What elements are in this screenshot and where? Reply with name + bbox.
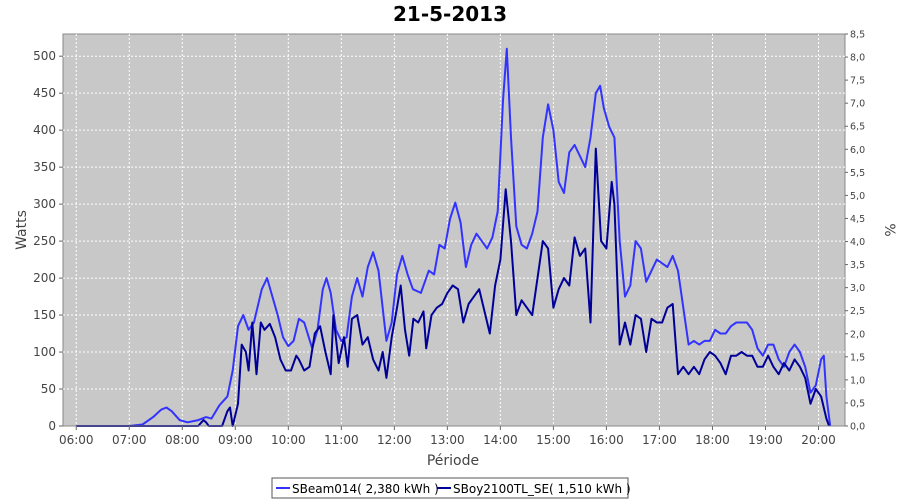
right-axis-label: % — [881, 223, 897, 236]
y-tick-label: 200 — [33, 271, 56, 285]
y-tick-label: 400 — [33, 123, 56, 137]
right-tick-label: 6,5 — [850, 122, 865, 133]
right-tick-label: 6,0 — [850, 145, 865, 156]
series-line-sboy — [76, 147, 831, 427]
x-tick-label: 17:00 — [642, 433, 677, 447]
series-line-sbeam — [76, 47, 832, 427]
plot-area — [62, 33, 846, 427]
x-tick-label: 14:00 — [483, 433, 518, 447]
y-tick-label: 50 — [41, 382, 56, 396]
x-tick-label: 20:00 — [801, 433, 836, 447]
y-axis-ticks: 0 50 100 150 200 250 300 350 400 450 500 — [33, 49, 63, 433]
x-tick-label: 13:00 — [430, 433, 465, 447]
x-tick-label: 11:00 — [324, 433, 359, 447]
right-tick-label: 5,0 — [850, 191, 865, 202]
series-lines — [76, 47, 832, 427]
x-tick-label: 12:00 — [377, 433, 412, 447]
right-tick-label: 7,5 — [850, 76, 865, 87]
right-tick-label: 0,0 — [850, 422, 865, 433]
x-tick-label: 07:00 — [112, 433, 147, 447]
y-tick-label: 150 — [33, 308, 56, 322]
right-tick-label: 3,0 — [850, 283, 865, 294]
right-tick-label: 4,5 — [850, 214, 865, 225]
legend: SBeam014( 2,380 kWh ) SBoy2100TL_SE( 1,5… — [271, 477, 631, 499]
right-tick-label: 0,5 — [850, 398, 865, 409]
y-tick-label: 350 — [33, 160, 56, 174]
legend-label-sbeam: SBeam014( 2,380 kWh ) — [292, 482, 439, 496]
right-tick-label: 8,5 — [850, 30, 865, 41]
y-tick-label: 0 — [48, 419, 56, 433]
legend-label-sboy: SBoy2100TL_SE( 1,510 kWh ) — [453, 482, 631, 496]
y-tick-label: 250 — [33, 234, 56, 248]
right-tick-label: 5,5 — [850, 168, 865, 179]
y-tick-label: 450 — [33, 86, 56, 100]
right-tick-label: 2,5 — [850, 306, 865, 317]
x-tick-label: 06:00 — [59, 433, 94, 447]
right-tick-label: 1,0 — [850, 375, 865, 386]
right-axis-ticks: 0,0 0,5 1,0 1,5 2,0 2,5 3,0 3,5 4,0 4,5 5,0 5,5 6,0 6… — [845, 30, 865, 433]
x-tick-label: 08:00 — [165, 433, 200, 447]
right-tick-label: 4,0 — [850, 237, 865, 248]
right-tick-label: 1,5 — [850, 352, 865, 363]
y-axis-label: Watts — [14, 210, 30, 250]
x-tick-label: 09:00 — [218, 433, 253, 447]
x-tick-label: 18:00 — [695, 433, 730, 447]
right-tick-label: 2,0 — [850, 329, 865, 340]
right-tick-label: 8,0 — [850, 53, 865, 64]
y-tick-label: 100 — [33, 345, 56, 359]
x-tick-label: 10:00 — [271, 433, 306, 447]
x-axis-ticks: 06:00 07:00 08:00 09:00 10:00 11:00 12:00 13:00… — [59, 426, 836, 447]
right-tick-label: 7,0 — [850, 99, 865, 110]
y-tick-label: 300 — [33, 197, 56, 211]
x-tick-label: 19:00 — [748, 433, 783, 447]
x-axis-label: Période — [427, 453, 479, 469]
x-tick-label: 15:00 — [536, 433, 571, 447]
x-tick-label: 16:00 — [589, 433, 624, 447]
right-tick-label: 3,5 — [850, 260, 865, 271]
y-tick-label: 500 — [33, 49, 56, 63]
grid-lines — [63, 34, 845, 427]
chart-title: 21-5-2013 — [393, 2, 507, 26]
